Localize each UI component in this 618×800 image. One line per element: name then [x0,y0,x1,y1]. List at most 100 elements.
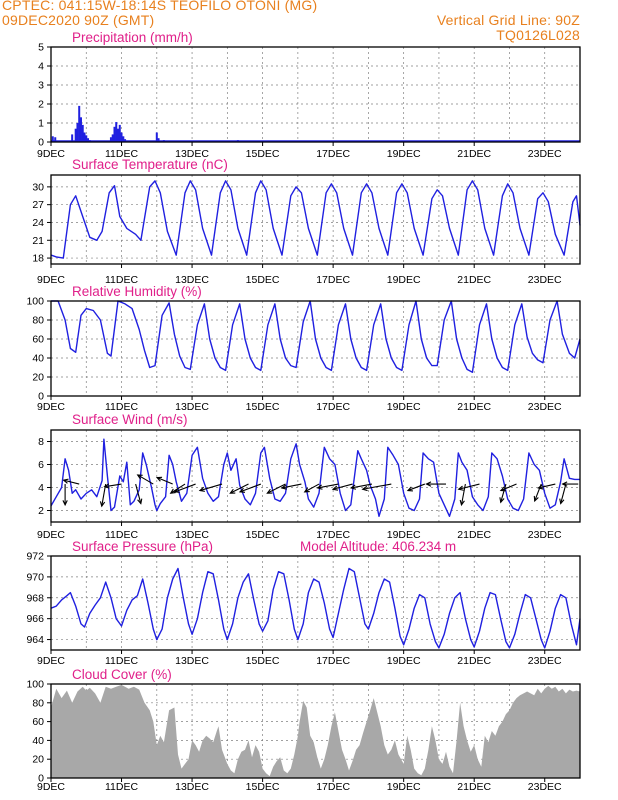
rh-title: Relative Humidity (%) [72,284,202,299]
y-tick-label: 968 [26,592,44,604]
wind-vector-head [198,486,205,492]
precip-bar [113,126,116,142]
x-tick-label: 23DEC [528,655,562,667]
precip-bar [111,134,114,142]
rh-line [51,300,581,373]
plot-frame [50,46,581,143]
x-tick-label: 21DEC [457,781,491,793]
x-tick-label: 17DEC [316,781,350,793]
wind-vector-shaft [407,483,426,492]
y-tick-label: 18 [32,253,44,265]
wind-vector-shaft [174,483,196,493]
wind-vector-head [99,501,106,508]
plot-frame [50,683,581,779]
x-tick-label: 19DEC [387,655,421,667]
wind-vector-shaft [332,483,353,490]
wind-vector-shaft [304,483,320,493]
x-tick-label: 13DEC [175,529,209,541]
y-tick-label: 0 [38,773,44,785]
wind-vector-head [499,497,505,504]
precip-bar [117,128,120,142]
precip-bar [122,136,125,142]
wind-vector-shaft [538,483,556,489]
y-tick-label: 40 [32,735,44,747]
x-tick-label: 21DEC [457,655,491,667]
cloud-title: Cloud Cover (%) [72,667,172,682]
wind-vector-head [280,484,287,490]
precip-bar [54,137,57,142]
panel-pressure: 964 966 968 970 972 9DEC 11DEC 13DEC 15DEC 17DEC 1… [26,539,581,667]
x-tick-label: 15DEC [246,401,280,413]
x-tick-label: 19DEC [387,401,421,413]
x-tick-label: 13DEC [175,401,209,413]
precip-bar [157,138,160,142]
panel-wind: 2 4 6 8 9DEC 11DEC 13DEC 15DEC 17DEC 19DEC 21DEC 23… [37,412,581,541]
x-tick-label: 17DEC [316,274,350,286]
x-tick-label: 23DEC [528,274,562,286]
wind-vector [457,483,480,491]
wind-vector-head [155,476,163,482]
precip-bar [115,122,118,142]
x-tick-label: 11DEC [105,274,138,286]
y-tick-label: 100 [26,679,44,691]
x-tick-label: 13DEC [175,274,209,286]
header-run-code: TQ0126L028 [496,27,580,43]
wind-vector-head [559,498,565,505]
precip-bar [87,138,90,142]
x-tick-label: 17DEC [316,529,350,541]
x-tick-label: 19DEC [387,148,421,160]
y-tick-label: 2 [38,99,44,111]
wind-vector [103,483,122,489]
y-tick-label: 30 [32,181,44,193]
y-tick-label: 20 [32,372,44,384]
wind-vector [280,483,302,490]
wind-vector [331,483,353,491]
wind-vector-shaft [101,483,107,507]
wind-vector [238,483,262,493]
x-tick-label: 17DEC [316,401,350,413]
x-tick-label: 15DEC [246,148,280,160]
wind-vector-head [62,500,68,507]
precip-bar [85,135,88,142]
plot-area [51,556,580,650]
wind-vector-head [103,483,110,489]
wind-vector [316,483,339,490]
wind-vector [425,481,446,487]
wind-vector [173,483,196,493]
wind-title: Surface Wind (m/s) [72,412,188,427]
wind-vector-shaft [500,483,507,503]
precip-bar [51,136,54,142]
x-tick-label: 11DEC [105,401,138,413]
x-tick-label: 9DEC [37,401,65,413]
x-tick-label: 9DEC [37,148,65,160]
x-tick-label: 23DEC [528,529,562,541]
header-grid-note: Vertical Grid Line: 90Z [436,12,580,28]
y-tick-label: 80 [32,697,44,709]
wind-vector-head [169,488,176,494]
wind-vector-head [137,498,143,505]
wind-vector-shaft [317,483,339,489]
wind-vector-head [136,474,143,480]
precip-bar [74,128,77,142]
wind-vector-head [229,488,236,494]
y-tick-label: 0 [38,391,44,403]
wind-vector-head [406,486,413,492]
wind-vector-shaft [199,483,223,492]
precip-bar [79,117,82,142]
temp-line [50,180,581,259]
wind-vector-head [331,485,339,491]
x-tick-label: 9DEC [37,274,65,286]
x-tick-label: 13DEC [175,655,209,667]
y-tick-label: 1 [38,118,44,130]
x-tick-label: 21DEC [457,274,491,286]
wind-vector-shaft [137,474,154,485]
wind-vector-shaft [560,483,567,504]
plot-frame [50,429,581,523]
y-tick-label: 3 [38,80,44,92]
wind-vector-shaft [267,483,286,494]
wind-vector-head [238,487,246,493]
plot-area [51,301,580,396]
plot-area [51,47,580,142]
wind-vector-shaft [362,483,392,490]
